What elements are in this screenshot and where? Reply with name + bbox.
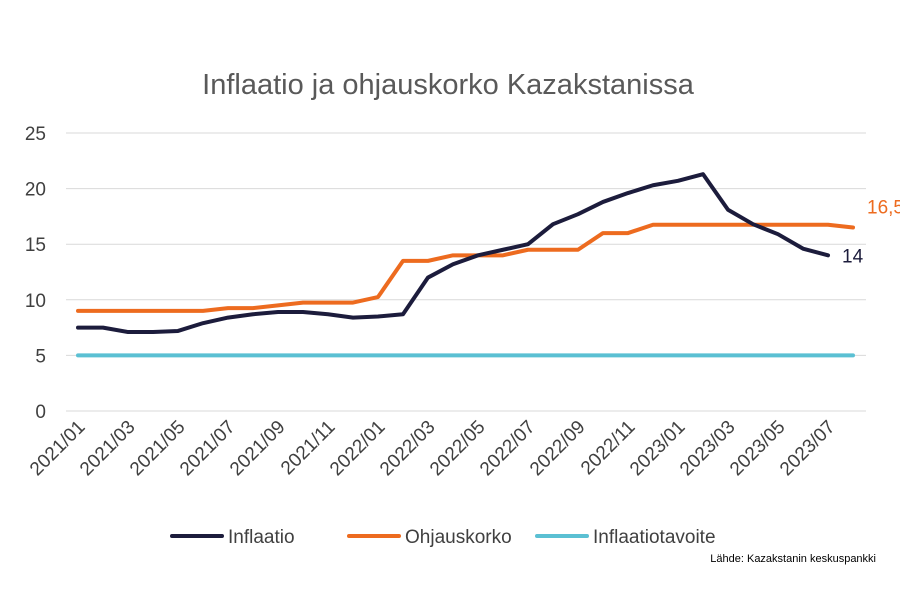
x-tick-label: 2023/05 [726,417,789,480]
series-line-ohjauskorko [76,222,855,313]
x-axis-ticks: 2021/012021/032021/052021/072021/092021/… [26,417,839,480]
x-tick-label: 2022/05 [426,417,489,480]
series-line-inflaatio [76,172,830,335]
series-lines [76,172,855,358]
source-note: Lähde: Kazakstanin keskuspankki [710,553,876,565]
x-tick-label: 2022/01 [326,417,389,480]
end-labels: 14 16,5 [842,198,900,268]
y-tick-label: 25 [25,124,46,145]
x-tick-label: 2021/07 [176,417,239,480]
x-tick-label: 2023/03 [676,417,739,480]
legend: Inflaatio Ohjauskorko Inflaatiotavoite [170,527,716,548]
x-tick-label: 2022/03 [376,417,439,480]
x-tick-label: 2021/03 [76,417,139,480]
gridlines [66,132,866,412]
y-tick-label: 5 [35,346,46,367]
x-tick-label: 2023/01 [626,417,689,480]
x-tick-label: 2022/07 [476,417,539,480]
x-tick-label: 2021/05 [126,417,189,480]
y-tick-label: 20 [25,180,46,201]
chart-title: Inflaatio ja ohjauskorko Kazakstanissa [202,69,695,101]
x-tick-label: 2021/09 [226,417,289,480]
end-label-ohjauskorko: 16,5 [867,198,900,219]
end-label-inflaatio: 14 [842,246,864,267]
x-tick-label: 2021/01 [26,417,89,480]
y-tick-label: 15 [25,235,46,256]
legend-label-ohjauskorko: Ohjauskorko [405,527,512,548]
y-axis-ticks: 0 5 10 15 20 25 [25,124,46,423]
legend-label-inflaatiotavoite: Inflaatiotavoite [593,527,716,548]
legend-label-inflaatio: Inflaatio [228,527,295,548]
y-tick-label: 0 [35,402,46,423]
x-tick-label: 2023/07 [776,417,839,480]
y-tick-label: 10 [25,291,46,312]
x-tick-label: 2022/09 [526,417,589,480]
